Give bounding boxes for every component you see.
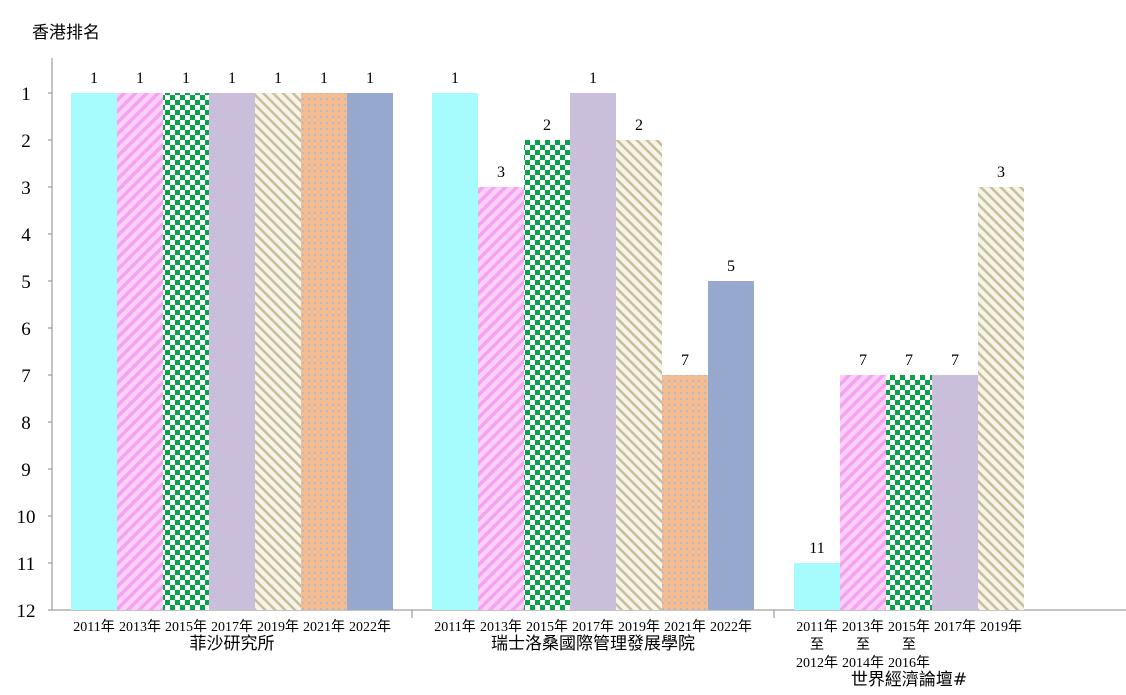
bar (708, 281, 754, 610)
x-tick-label: 2021年 (664, 619, 706, 635)
bar (978, 187, 1024, 610)
y-tick-label: 8 (21, 413, 31, 434)
y-tick-label: 3 (21, 178, 31, 199)
x-tick-label: 2019年 (980, 619, 1022, 635)
bar-value-label: 1 (90, 70, 98, 87)
bar-value-label: 2 (543, 117, 551, 134)
x-tick-label: 2011年 (73, 619, 114, 635)
bar (616, 140, 662, 610)
bar-value-label: 1 (589, 70, 597, 87)
bar (662, 375, 708, 610)
x-tick-label: 2011年 (434, 619, 475, 635)
bar-value-label: 1 (182, 70, 190, 87)
bar-value-label: 7 (859, 352, 867, 369)
bar (570, 93, 616, 610)
bar-value-label: 1 (228, 70, 236, 87)
y-tick-label: 6 (21, 319, 31, 340)
x-tick-label: 至 (810, 638, 824, 653)
x-tick-label: 2022年 (349, 619, 391, 635)
group-label: 菲沙研究所 (190, 634, 275, 654)
bar (255, 93, 301, 610)
bar-value-label: 7 (951, 352, 959, 369)
bar (524, 140, 570, 610)
bar-value-label: 1 (136, 70, 144, 87)
x-tick-label: 2013年 (119, 619, 161, 635)
bar (71, 93, 117, 610)
y-axis-title: 香港排名 (32, 23, 100, 43)
group-label: 瑞士洛桑國際管理發展學院 (491, 634, 695, 654)
bar (432, 93, 478, 610)
bar-value-label: 1 (366, 70, 374, 87)
y-tick-label: 11 (17, 554, 35, 575)
x-tick-label: 2021年 (303, 619, 345, 635)
group-label: 世界經濟論壇# (851, 670, 967, 690)
y-tick-label: 4 (21, 225, 31, 246)
bar-value-label: 1 (274, 70, 282, 87)
bar-value-label: 7 (681, 352, 689, 369)
bar (117, 93, 163, 610)
x-tick-label: 2019年 (618, 619, 660, 635)
x-tick-label: 2015年 (165, 619, 207, 635)
bar (478, 187, 524, 610)
bar (163, 93, 209, 610)
x-tick-label: 2015年 (888, 619, 930, 635)
x-tick-label: 2017年 (934, 619, 976, 635)
x-tick-label: 2017年 (572, 619, 614, 635)
bar (886, 375, 932, 610)
x-tick-label: 2022年 (710, 619, 752, 635)
bar-value-label: 7 (905, 352, 913, 369)
bar-value-label: 3 (997, 164, 1005, 181)
y-tick-label: 9 (21, 460, 31, 481)
y-tick-label: 1 (21, 84, 31, 105)
y-tick-label: 2 (21, 131, 31, 152)
x-tick-label: 2015年 (526, 619, 568, 635)
bar (209, 93, 255, 610)
bar (347, 93, 393, 610)
y-tick-label: 10 (17, 507, 36, 528)
bar (932, 375, 978, 610)
bar-value-label: 11 (809, 540, 824, 557)
y-tick-label: 12 (17, 601, 36, 622)
x-tick-label: 2016年 (888, 655, 930, 671)
bar (840, 375, 886, 610)
x-tick-label: 2019年 (257, 619, 299, 635)
x-tick-label: 至 (856, 638, 870, 653)
x-tick-label: 2013年 (842, 619, 884, 635)
x-tick-label: 2013年 (480, 619, 522, 635)
x-tick-label: 2012年 (796, 655, 838, 671)
y-tick-label: 5 (21, 272, 31, 293)
bar (794, 563, 840, 610)
x-tick-label: 2014年 (842, 655, 884, 671)
x-tick-label: 2011年 (796, 619, 837, 635)
bar-value-label: 3 (497, 164, 505, 181)
x-tick-label: 至 (902, 638, 916, 653)
bar-value-label: 1 (320, 70, 328, 87)
bar-value-label: 2 (635, 117, 643, 134)
y-tick-label: 7 (21, 366, 31, 387)
bar (301, 93, 347, 610)
bar-value-label: 5 (727, 258, 735, 275)
x-tick-label: 2017年 (211, 619, 253, 635)
bar-value-label: 1 (451, 70, 459, 87)
